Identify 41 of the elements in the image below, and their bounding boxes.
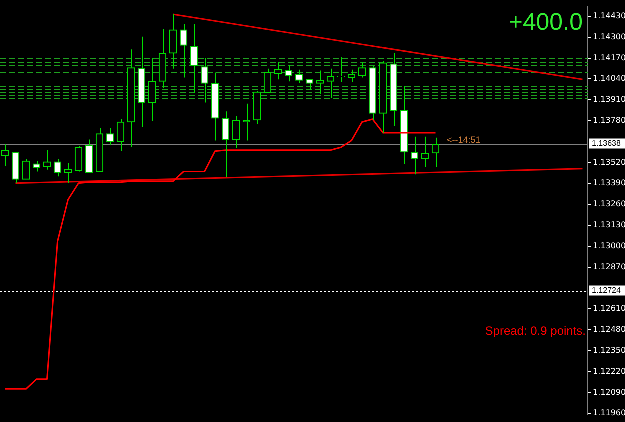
annotation: +400.0 <box>508 9 583 36</box>
candlestick <box>12 152 20 184</box>
candlestick <box>43 150 52 170</box>
candlestick <box>85 139 94 174</box>
candlestick <box>96 128 104 172</box>
candlestick <box>106 128 114 146</box>
candlestick <box>264 68 272 94</box>
candlestick <box>180 24 188 78</box>
candlestick <box>295 69 304 84</box>
candlestick <box>148 58 156 122</box>
ref-line-label: 1.12724 <box>592 286 622 295</box>
candlestick <box>222 111 230 178</box>
candlestick <box>54 158 62 178</box>
candlestick <box>211 72 220 142</box>
candlestick <box>421 136 430 168</box>
candlestick <box>138 36 146 128</box>
candlestick <box>22 158 30 180</box>
candlestick <box>127 49 136 148</box>
candlestick <box>253 90 262 125</box>
candlestick <box>32 160 41 172</box>
candlestick <box>116 118 125 152</box>
candlestick <box>379 60 388 134</box>
candlestick <box>368 65 377 121</box>
ref-line-label: 1.13638 <box>592 138 622 148</box>
candlestick <box>284 64 293 82</box>
candlestick <box>64 162 72 184</box>
candlestick <box>169 14 178 70</box>
candlestick <box>200 58 209 104</box>
candlestick <box>316 70 324 95</box>
candlestick <box>326 68 335 98</box>
candlestick <box>274 62 282 80</box>
candlestick <box>410 136 419 176</box>
candlestick <box>158 28 167 89</box>
candlestick <box>232 116 240 149</box>
candlestick <box>306 79 314 91</box>
annotation: <--14:51 <box>447 135 481 145</box>
candlestick <box>190 24 198 94</box>
candlestick <box>390 52 398 127</box>
candlestick <box>400 86 408 165</box>
candlestick <box>74 146 83 172</box>
annotation: Spread: 0.9 points. <box>485 324 586 338</box>
